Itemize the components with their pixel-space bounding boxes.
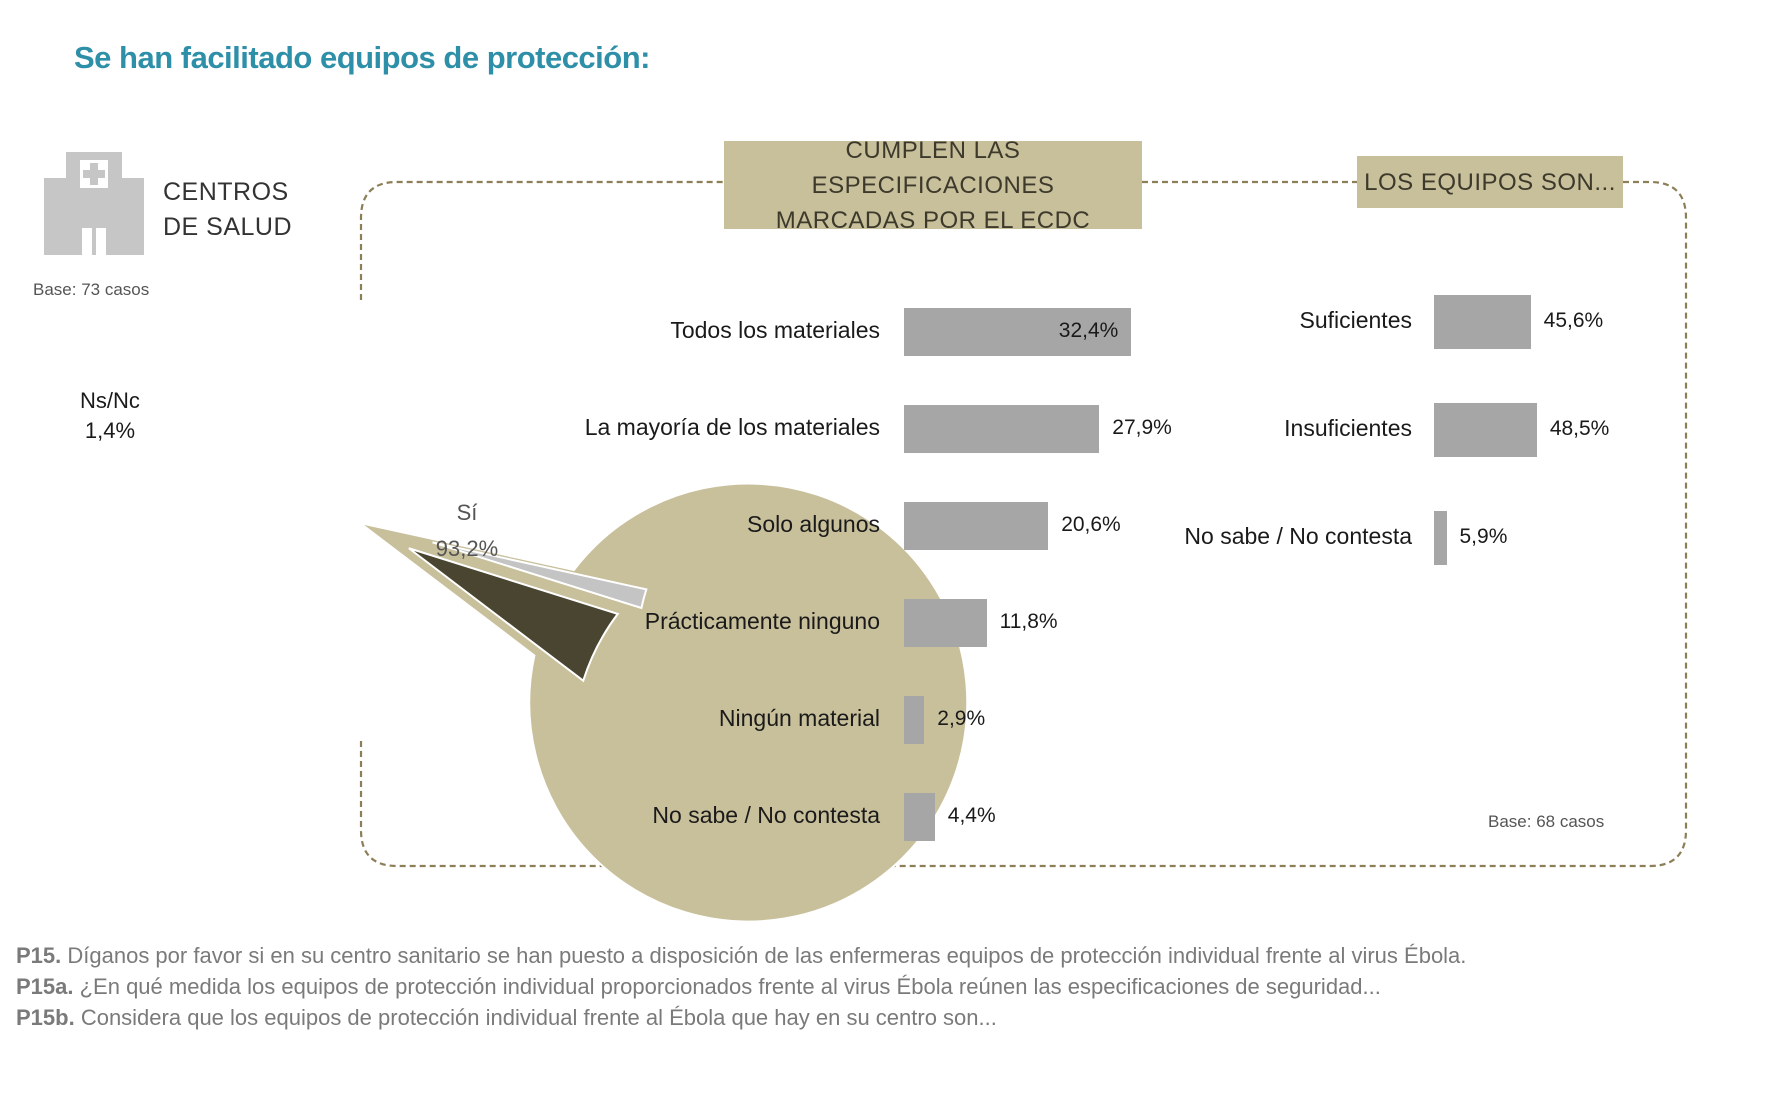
pie-label-no-name: No: [124, 498, 155, 525]
bar-category-label: Solo algunos: [747, 511, 880, 537]
footnote-code: P15b.: [16, 1005, 75, 1030]
pie-value-si: 93,2%: [435, 536, 499, 561]
pie-value-nsnc: 1,4%: [84, 418, 136, 443]
equipos-header-box: LOS EQUIPOS SON...: [1357, 156, 1623, 208]
ecdc-header-line2: MARCADAS POR EL ECDC: [775, 206, 1091, 234]
bar-category-label: Insuficientes: [1284, 415, 1412, 441]
bar-category-label: No sabe / No contesta: [652, 802, 880, 828]
bar-value-label: 48,5%: [1549, 417, 1610, 440]
footnote-code: P15a.: [16, 974, 74, 999]
dashed-frame: [359, 180, 1688, 868]
page-title: Se han facilitado equipos de protección:: [74, 40, 650, 75]
bar-value-label: 2,9%: [937, 707, 986, 730]
ecdc-header-box: CUMPLEN LAS ESPECIFICACIONES MARCADAS PO…: [724, 137, 1142, 234]
footnotes: P15. Díganos por favor si en su centro s…: [16, 940, 1466, 1033]
bar-value-label: 11,8%: [999, 610, 1058, 633]
pie-label-no-value: 5,5%: [161, 498, 217, 525]
bar-value-label: 4,4%: [947, 804, 996, 827]
bar-value-label: 32,4%: [1058, 319, 1119, 342]
bar: [904, 599, 987, 647]
bar: [904, 308, 1131, 356]
footnote-text: ¿En qué medida los equipos de protección…: [73, 974, 1381, 999]
pie-label-si: Sí: [456, 500, 478, 525]
pie-label-nsnc: Ns/Nc: [80, 388, 140, 413]
bar: [904, 793, 935, 841]
bar-value-label: 45,6%: [1543, 309, 1604, 332]
centros-label-line1: CENTROS: [163, 178, 289, 206]
centros-label-line2: DE SALUD: [163, 213, 293, 241]
bar-category-label: Ningún material: [718, 705, 880, 731]
pie-slice-no: [408, 547, 620, 683]
bar: [904, 405, 1100, 453]
footnote-p15b: P15b. Considera que los equipos de prote…: [16, 1002, 1466, 1033]
bar-value-label: 20,6%: [1061, 513, 1121, 536]
ecdc-header-line1: CUMPLEN LAS ESPECIFICACIONES: [811, 136, 1055, 199]
bar-category-label: No sabe / No contesta: [1184, 523, 1412, 549]
bar: [904, 696, 925, 744]
bar-category-label: Todos los materiales: [670, 317, 880, 343]
base-note-left: Base: 73 casos: [33, 280, 150, 299]
hospital-building-icon: [44, 150, 144, 260]
bar-category-label: La mayoría de los materiales: [584, 414, 880, 440]
footnote-code: P15.: [16, 943, 62, 968]
bar: [904, 502, 1049, 550]
bar-category-label: Prácticamente ninguno: [644, 608, 880, 634]
bar-category-label: Suficientes: [1299, 307, 1412, 333]
footnote-text: Díganos por favor si en su centro sanita…: [61, 943, 1467, 968]
bar: [1434, 295, 1531, 349]
bar: [1434, 511, 1447, 565]
pie-label-no: No 5,5%: [124, 498, 216, 526]
bar: [1434, 403, 1537, 457]
footnote-p15a: P15a. ¿En qué medida los equipos de prot…: [16, 971, 1466, 1002]
bar-value-label: 5,9%: [1459, 525, 1508, 548]
bar-value-label: 27,9%: [1112, 416, 1172, 439]
footnote-text: Considera que los equipos de protección …: [74, 1005, 997, 1030]
footnote-p15: P15. Díganos por favor si en su centro s…: [16, 940, 1466, 971]
pie-slice-ns-nc: [432, 541, 648, 610]
equipos-header-text: LOS EQUIPOS SON...: [1364, 168, 1616, 196]
base-note-right: Base: 68 casos: [1488, 812, 1605, 831]
